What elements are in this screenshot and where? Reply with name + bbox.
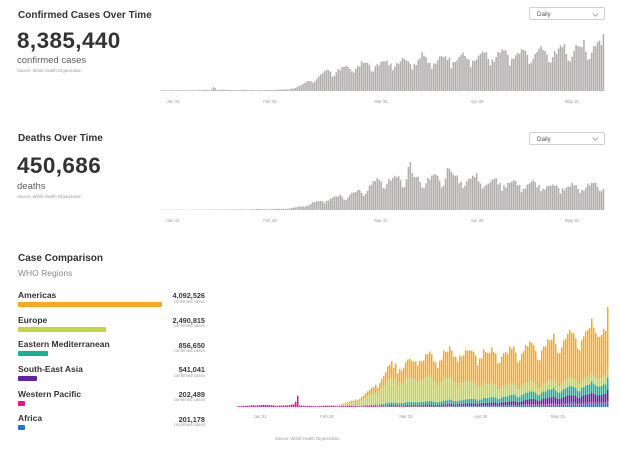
svg-text:May 31: May 31 [565,99,580,104]
svg-text:Mar 31: Mar 31 [374,99,388,104]
svg-text:Jan 31: Jan 31 [254,414,268,419]
svg-text:Feb 28: Feb 28 [263,99,277,104]
svg-text:Jan 31: Jan 31 [167,218,181,223]
svg-text:Apr 30: Apr 30 [471,99,484,104]
svg-text:Apr 30: Apr 30 [475,414,488,419]
svg-text:Feb 28: Feb 28 [263,218,277,223]
svg-text:May 31: May 31 [565,218,580,223]
svg-text:May 31: May 31 [551,414,566,419]
svg-text:Feb 28: Feb 28 [320,414,334,419]
svg-text:Jan 31: Jan 31 [167,99,181,104]
svg-text:Apr 30: Apr 30 [471,218,484,223]
svg-text:Mar 31: Mar 31 [399,414,413,419]
svg-text:Mar 31: Mar 31 [374,218,388,223]
